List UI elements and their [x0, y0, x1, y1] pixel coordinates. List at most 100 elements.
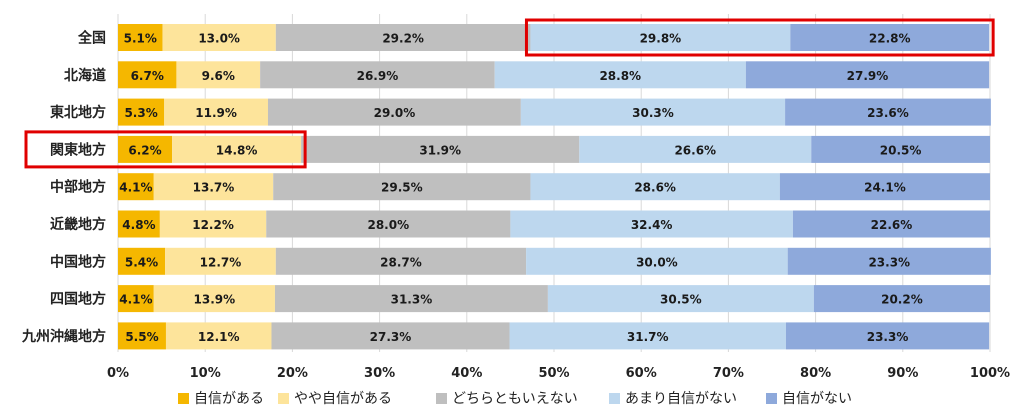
x-tick-label: 60%: [626, 366, 657, 381]
bar-segment: [153, 173, 274, 201]
bar-segment: [510, 210, 793, 238]
data-label: 27.3%: [370, 330, 412, 344]
bar-segment: [118, 210, 160, 238]
data-label: 4.1%: [119, 181, 152, 195]
bar-segment: [118, 247, 166, 275]
data-label: 31.7%: [627, 330, 669, 344]
data-label: 5.5%: [125, 330, 158, 344]
data-label: 14.8%: [216, 143, 258, 157]
data-label: 29.8%: [640, 32, 682, 46]
bar-segment: [118, 24, 163, 51]
data-label: 28.6%: [634, 181, 676, 195]
data-label: 12.2%: [192, 218, 234, 232]
bar-segment: [172, 135, 302, 163]
legend: 自信がある やや自信がある どちらともいえない あまり自信がない 自信がない: [178, 391, 852, 407]
highlight-boxes: [24, 18, 995, 169]
bar-segment: [118, 135, 173, 163]
legend-swatch: [278, 393, 289, 404]
bar-segment: [118, 173, 154, 201]
data-label: 29.0%: [374, 106, 416, 120]
legend-swatch: [766, 393, 777, 404]
bar-segment: [787, 247, 991, 275]
data-label: 27.9%: [847, 69, 889, 83]
bar-segment: [792, 210, 990, 238]
bar-segment: [118, 61, 177, 89]
data-label: 6.7%: [131, 69, 164, 83]
bar-segment: [153, 285, 275, 313]
data-label: 13.7%: [193, 181, 235, 195]
category-label: 中部地方: [50, 179, 106, 196]
bar-segment: [275, 24, 531, 51]
data-label: 12.7%: [200, 255, 242, 269]
data-label: 30.0%: [636, 255, 678, 269]
bar-segment: [530, 173, 780, 201]
category-label: 九州沖縄地方: [21, 328, 106, 345]
bar-segment: [271, 322, 510, 350]
x-tick-label: 0%: [107, 366, 129, 381]
bar-segment: [579, 135, 812, 163]
data-label: 6.2%: [128, 143, 161, 157]
data-label: 20.2%: [881, 293, 923, 307]
category-label: 東北地方: [50, 104, 106, 121]
x-tick-label: 90%: [887, 366, 918, 381]
data-label: 22.8%: [869, 32, 911, 46]
data-label: 13.0%: [198, 32, 240, 46]
category-label: 全国: [77, 30, 106, 47]
data-label: 29.5%: [381, 181, 423, 195]
bar-segment: [785, 322, 990, 350]
x-tick-label: 20%: [277, 366, 308, 381]
x-tick-label: 40%: [451, 366, 482, 381]
data-label: 28.0%: [367, 218, 409, 232]
data-label: 4.8%: [122, 218, 155, 232]
category-label: 北海道: [64, 67, 106, 84]
bar-segment: [266, 210, 511, 238]
x-tick-label: 30%: [364, 366, 395, 381]
category-label: 関東地方: [50, 141, 106, 158]
bar-segment: [118, 285, 154, 313]
bar-segment: [273, 173, 531, 201]
bar-segment: [509, 322, 786, 350]
data-label: 20.5%: [880, 143, 922, 157]
bar-segment: [118, 98, 165, 126]
data-label: 26.6%: [674, 143, 716, 157]
data-label: 5.1%: [124, 32, 157, 46]
bar-segment: [526, 247, 788, 275]
data-label: 23.3%: [867, 330, 909, 344]
data-label: 29.2%: [382, 32, 424, 46]
bar-segment: [547, 285, 814, 313]
data-label: 9.6%: [202, 69, 235, 83]
bar-segment: [159, 210, 267, 238]
bar-segment: [520, 98, 786, 126]
highlight-box: [24, 130, 307, 169]
legend-swatch: [178, 393, 189, 404]
data-label: 23.3%: [868, 255, 910, 269]
data-label: 12.1%: [198, 330, 240, 344]
bar-segment: [164, 98, 268, 126]
category-label: 中国地方: [50, 253, 106, 270]
category-label: 近畿地方: [50, 216, 106, 233]
bar-segment: [162, 24, 276, 51]
legend-label: 自信がある: [194, 391, 264, 407]
bar-segment: [118, 322, 166, 350]
x-tick-label: 70%: [713, 366, 744, 381]
x-axis-ticks: 0% 10% 20% 30% 40% 50% 60% 70% 80% 90% 100%: [107, 366, 1010, 381]
bar-segment: [301, 135, 580, 163]
legend-swatch: [609, 393, 620, 404]
bar-segment: [530, 24, 791, 51]
legend-label: 自信がない: [782, 391, 852, 407]
bar-segment: [785, 98, 991, 126]
bars: 5.1% 13.0% 29.2% 29.8% 22.8% 6.7% 9.6% 26.9% 28.…: [118, 24, 991, 350]
data-label: 22.6%: [871, 218, 913, 232]
legend-swatch: [436, 393, 447, 404]
data-label: 31.3%: [391, 293, 433, 307]
bar-segment: [790, 24, 990, 51]
data-label: 28.7%: [380, 255, 422, 269]
data-label: 26.9%: [357, 69, 399, 83]
legend-label: やや自信がある: [294, 391, 392, 407]
x-tick-label: 10%: [190, 366, 221, 381]
bar-segment: [813, 285, 990, 313]
data-label: 31.9%: [419, 143, 461, 157]
bar-segment: [165, 322, 272, 350]
data-label: 11.9%: [195, 106, 237, 120]
